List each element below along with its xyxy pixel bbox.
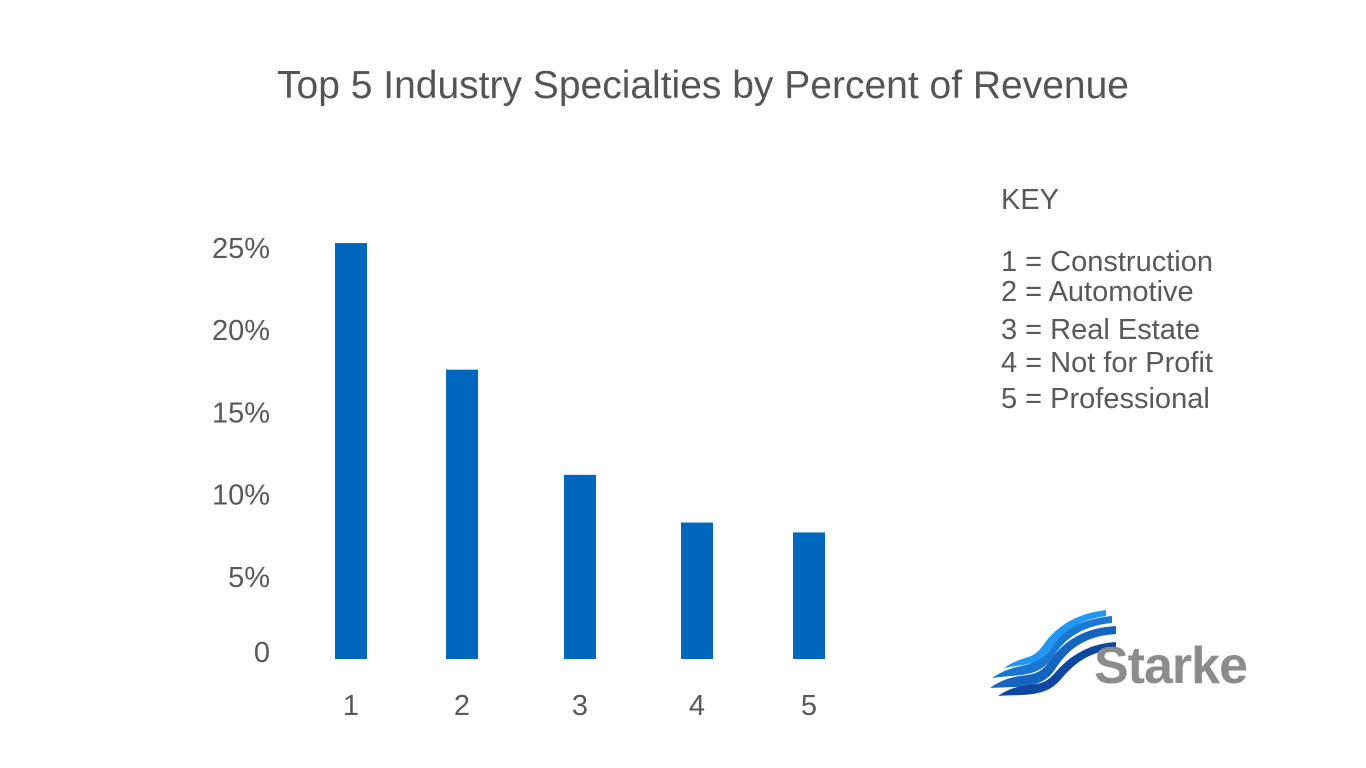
- bar-chart: 0 5% 10% 15% 20% 25% 1 2 3 4 5: [212, 233, 825, 722]
- x-tick-label: 3: [572, 690, 588, 722]
- y-tick-label: 0: [254, 637, 270, 669]
- logo-text: Starke: [1094, 637, 1248, 695]
- key-title: KEY: [1001, 184, 1060, 216]
- y-tick-label: 25%: [212, 233, 270, 265]
- key-item-3: 3 = Real Estate: [1001, 314, 1201, 346]
- key-item-5: 5 = Professional: [1001, 383, 1210, 415]
- y-tick-label: 15%: [212, 397, 270, 429]
- key-item-2: 2 = Automotive: [1001, 276, 1194, 308]
- x-tick-label: 2: [454, 690, 470, 722]
- bar-1: [335, 243, 367, 659]
- bar-4: [681, 522, 713, 659]
- x-tick-label: 1: [343, 690, 359, 722]
- key-item-4: 4 = Not for Profit: [1001, 347, 1213, 379]
- key-item-1: 1 = Construction: [1001, 246, 1213, 278]
- starke-logo: Starke: [988, 608, 1268, 708]
- y-tick-label: 20%: [212, 315, 270, 347]
- bar-5: [793, 532, 825, 659]
- bar-2: [446, 369, 478, 659]
- x-tick-label: 4: [689, 690, 705, 722]
- y-tick-label: 5%: [228, 562, 270, 594]
- y-tick-label: 10%: [212, 480, 270, 512]
- bar-3: [564, 474, 596, 659]
- starke-swoosh-icon: [990, 610, 1116, 696]
- x-tick-label: 5: [801, 690, 817, 722]
- chart-title: Top 5 Industry Specialties by Percent of…: [277, 64, 1129, 107]
